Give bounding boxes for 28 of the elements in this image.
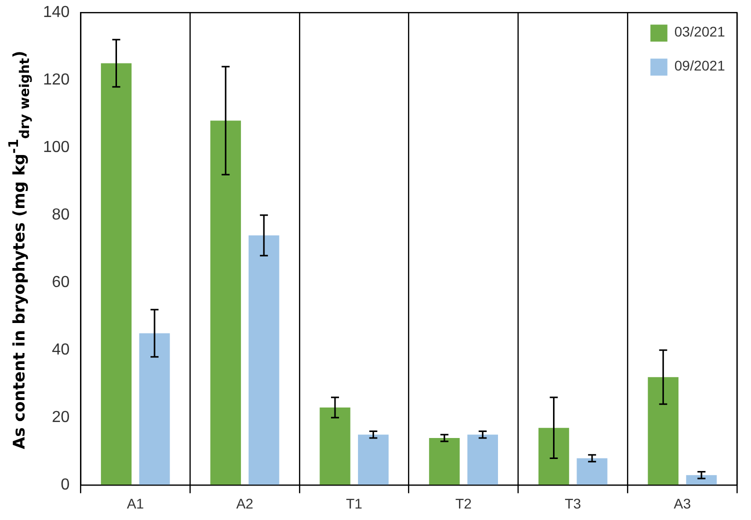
bar [467,434,498,486]
y-tick-label: 0 [60,476,70,494]
bar [576,458,608,486]
bar [100,63,132,486]
y-tick-label: 100 [42,139,70,156]
legend-label: 03/2021 [674,23,726,40]
x-tick-label: A1 [126,495,144,512]
bar [358,434,389,486]
bar [139,333,170,486]
x-tick-label: T3 [564,495,582,512]
x-tick-label: T2 [455,495,472,512]
x-tick-label: T1 [346,495,363,512]
bar [648,377,678,486]
bar [248,235,280,486]
x-tick-label: A2 [236,495,254,512]
bar [210,120,241,486]
y-tick-label: 80 [52,206,70,224]
bar [429,438,460,486]
y-tick-label: 120 [42,72,70,89]
bar [538,428,570,486]
legend-label: 09/2021 [674,57,726,74]
x-tick-label: A3 [674,495,692,512]
y-tick-label: 60 [52,274,70,292]
y-tick-label: 20 [52,409,70,426]
y-tick-label: 140 [42,4,70,22]
bar [320,408,350,486]
bar [686,475,717,486]
y-tick-label: 40 [52,342,70,359]
